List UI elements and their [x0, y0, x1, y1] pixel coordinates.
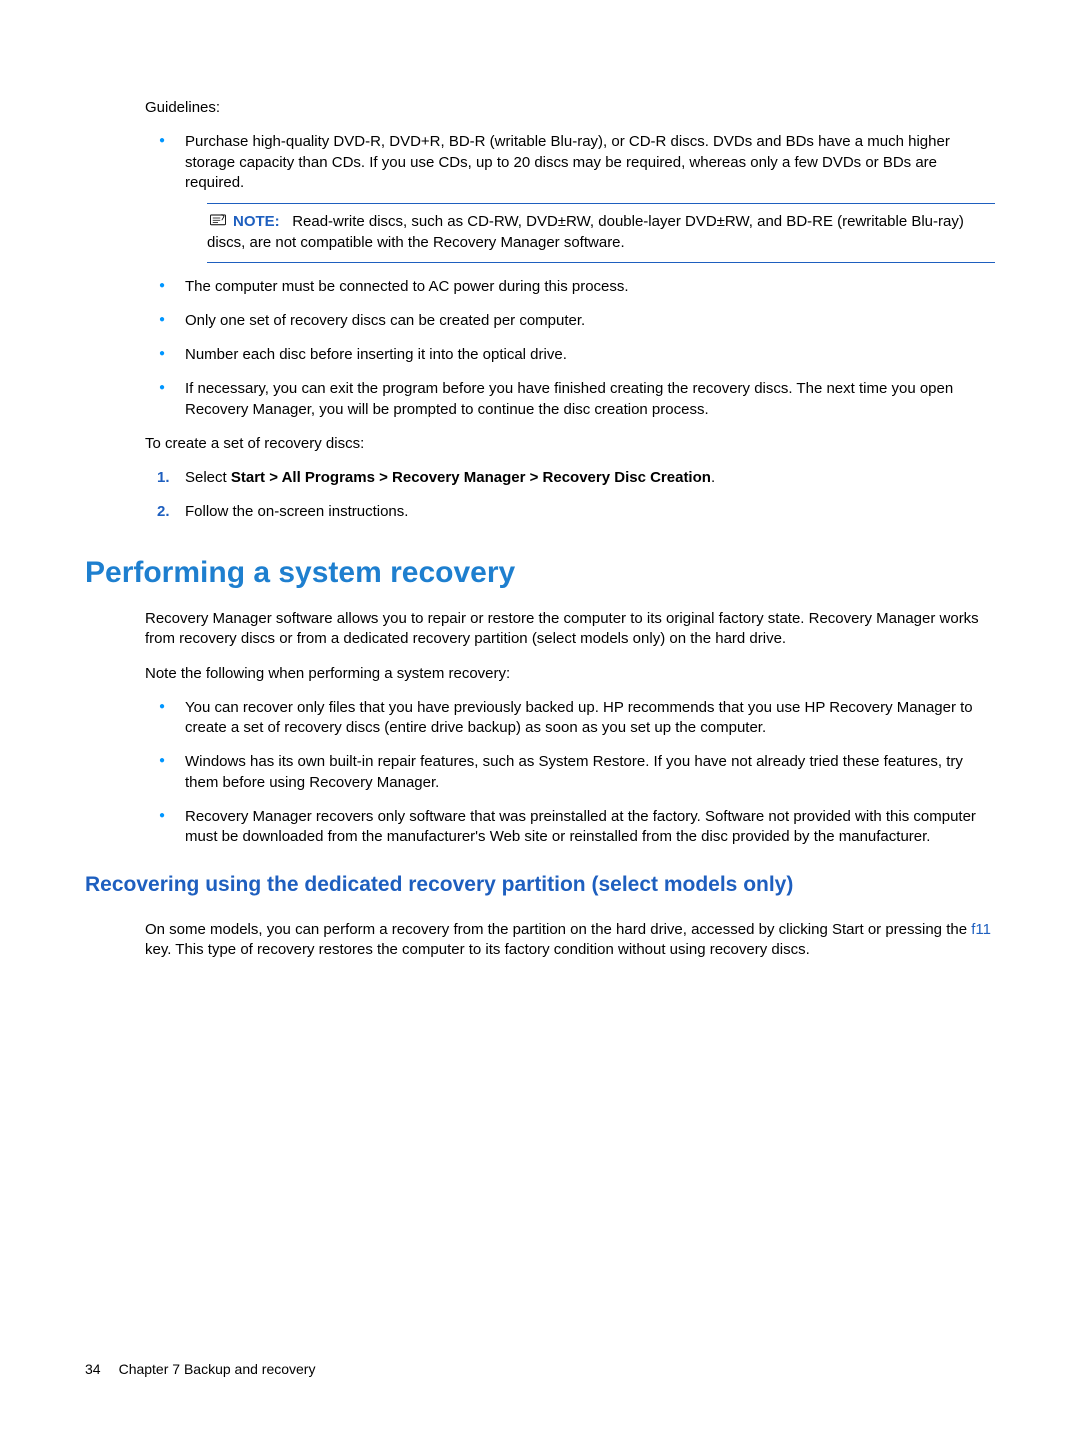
list-item: Windows has its own built-in repair feat…: [163, 752, 995, 793]
page-footer: 34 Chapter 7 Backup and recovery: [85, 1360, 315, 1379]
step-path: Start > All Programs > Recovery Manager …: [231, 469, 711, 486]
bullet-text: You can recover only files that you have…: [185, 699, 973, 736]
section-heading: Performing a system recovery: [85, 553, 995, 594]
note-label: NOTE:: [233, 213, 280, 230]
note-box: NOTE: Read-write discs, such as CD-RW, D…: [207, 203, 995, 263]
step-number: 1.: [157, 468, 170, 488]
list-item: 1. Select Start > All Programs > Recover…: [163, 468, 995, 488]
body-paragraph: Note the following when performing a sys…: [145, 664, 995, 684]
step-suffix: .: [711, 469, 715, 486]
bullet-text: The computer must be connected to AC pow…: [185, 278, 629, 295]
list-item: The computer must be connected to AC pow…: [163, 277, 995, 297]
recovery-list: You can recover only files that you have…: [163, 698, 995, 848]
list-item: Purchase high-quality DVD-R, DVD+R, BD-R…: [163, 132, 995, 262]
subsection-heading: Recovering using the dedicated recovery …: [85, 871, 995, 899]
guidelines-list: Purchase high-quality DVD-R, DVD+R, BD-R…: [163, 132, 995, 420]
chapter-label: Chapter 7 Backup and recovery: [119, 1361, 316, 1377]
bullet-text: Purchase high-quality DVD-R, DVD+R, BD-R…: [185, 133, 950, 191]
note-text: Read-write discs, such as CD-RW, DVD±RW,…: [207, 213, 964, 251]
create-intro: To create a set of recovery discs:: [145, 434, 995, 454]
list-item: You can recover only files that you have…: [163, 698, 995, 739]
key-reference: f11: [971, 921, 991, 938]
body-paragraph: Recovery Manager software allows you to …: [145, 609, 995, 650]
list-item: If necessary, you can exit the program b…: [163, 379, 995, 420]
page-number: 34: [85, 1361, 101, 1377]
list-item: Only one set of recovery discs can be cr…: [163, 311, 995, 331]
step-prefix: Select: [185, 469, 231, 486]
bullet-text: Only one set of recovery discs can be cr…: [185, 312, 585, 329]
list-item: 2. Follow the on-screen instructions.: [163, 502, 995, 522]
note-icon: [209, 212, 227, 233]
bullet-text: If necessary, you can exit the program b…: [185, 380, 953, 417]
para-suffix: key. This type of recovery restores the …: [145, 941, 810, 958]
bullet-text: Windows has its own built-in repair feat…: [185, 753, 963, 790]
page-content: Guidelines: Purchase high-quality DVD-R,…: [0, 0, 1080, 960]
guidelines-intro: Guidelines:: [145, 98, 995, 118]
step-number: 2.: [157, 502, 170, 522]
list-item: Recovery Manager recovers only software …: [163, 807, 995, 848]
bullet-text: Number each disc before inserting it int…: [185, 346, 567, 363]
step-text: Follow the on-screen instructions.: [185, 503, 408, 520]
steps-list: 1. Select Start > All Programs > Recover…: [163, 468, 995, 523]
list-item: Number each disc before inserting it int…: [163, 345, 995, 365]
body-paragraph: On some models, you can perform a recove…: [145, 920, 995, 961]
para-prefix: On some models, you can perform a recove…: [145, 921, 971, 938]
bullet-text: Recovery Manager recovers only software …: [185, 808, 976, 845]
